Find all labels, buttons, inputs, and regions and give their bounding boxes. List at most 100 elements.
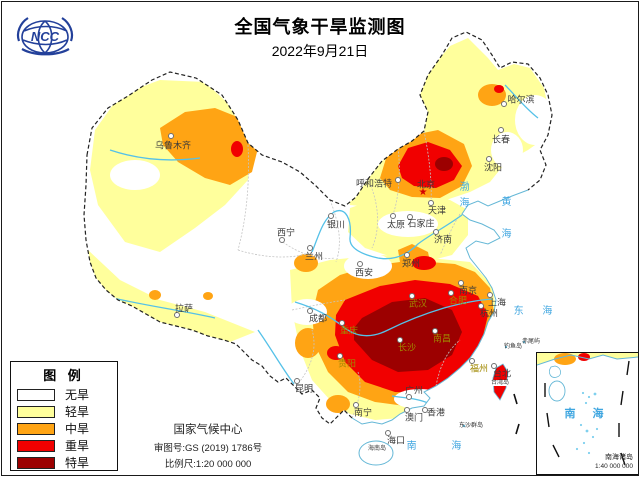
inset-caption: 南海诸岛 <box>605 454 633 461</box>
city-label: 重庆 <box>339 325 359 336</box>
legend-row: 轻旱 <box>17 405 117 419</box>
city-label: 武汉 <box>408 298 428 309</box>
legend-row: 特旱 <box>17 456 117 470</box>
city-marker <box>168 133 174 139</box>
legend-row: 无旱 <box>17 388 117 402</box>
city-label: 太原 <box>386 219 406 230</box>
city-label: 沈阳 <box>483 162 503 173</box>
city-marker <box>486 156 492 162</box>
city-marker <box>307 308 313 314</box>
city-marker <box>422 407 428 413</box>
city-marker <box>478 303 484 309</box>
city-label: 香港 <box>426 407 446 418</box>
city-marker <box>406 394 412 400</box>
city-label: 哈尔滨 <box>507 94 535 105</box>
sea-label: 南 海 <box>406 441 478 452</box>
legend-swatch-light <box>17 405 55 418</box>
city-marker <box>294 378 300 384</box>
legend-swatch-severe <box>17 439 55 452</box>
city-label: 南昌 <box>432 333 452 344</box>
city-marker <box>328 213 334 219</box>
inset-canvas <box>537 353 638 466</box>
city-label: 昆明 <box>294 383 314 394</box>
inset-sea-label: 南 海 <box>564 408 611 420</box>
city-marker <box>428 200 434 206</box>
city-marker <box>433 229 439 235</box>
city-label: 澳门 <box>404 412 424 423</box>
city-label: 成都 <box>308 313 328 324</box>
legend-swatch-extreme <box>17 456 55 469</box>
footer-scale: 比例尺:1:20 000 000 <box>164 459 252 470</box>
footer-block: 国家气候中心 审图号:GS (2019) 1786号 比例尺:1:20 000 … <box>118 421 298 470</box>
legend-label: 重旱 <box>65 439 90 453</box>
city-label: 合肥 <box>448 295 468 306</box>
legend-label: 轻旱 <box>65 405 90 419</box>
city-label: 长春 <box>491 134 511 145</box>
city-label: 乌鲁木齐 <box>154 140 192 151</box>
city-label: 广州 <box>404 385 424 396</box>
inset-islands <box>575 391 599 455</box>
city-label: 郑州 <box>401 258 421 269</box>
city-marker <box>432 328 438 334</box>
city-marker <box>353 402 359 408</box>
legend-label: 特旱 <box>65 456 90 470</box>
city-label: 南京 <box>458 285 478 296</box>
drought-regions <box>88 38 552 420</box>
hainan-island <box>358 440 394 466</box>
city-marker <box>458 280 464 286</box>
city-label: 北京 <box>416 179 436 190</box>
island-dots <box>462 340 526 428</box>
city-label: 济南 <box>433 234 453 245</box>
city-label: 台北 <box>492 368 512 379</box>
city-label: 海口 <box>386 435 406 446</box>
city-marker <box>404 407 410 413</box>
city-label: 西宁 <box>276 227 296 238</box>
island-label: 赤尾屿 <box>521 339 541 345</box>
legend-row: 重旱 <box>17 439 117 453</box>
page-title: 全国气象干旱监测图 <box>234 17 406 37</box>
city-label: 上海 <box>487 297 507 308</box>
legend-title: 图 例 <box>43 368 85 383</box>
south-china-sea-inset: 南 海 南海诸岛 1:40 000 000 <box>536 352 639 475</box>
city-marker <box>491 363 497 369</box>
national-border-south <box>83 154 353 425</box>
city-marker <box>469 358 475 364</box>
legend-label: 无旱 <box>65 388 90 402</box>
national-border-north <box>86 31 553 207</box>
legend-box: 图 例 无旱轻旱中旱重旱特旱 <box>10 361 118 471</box>
city-marker <box>390 213 396 219</box>
sea-label: 东 海 <box>513 306 561 317</box>
city-marker <box>501 101 507 107</box>
city-marker <box>279 237 285 243</box>
logo-text: NCC <box>31 29 60 44</box>
city-marker <box>448 290 454 296</box>
legend-rows: 无旱轻旱中旱重旱特旱 <box>11 388 117 470</box>
coastline <box>351 189 529 425</box>
boundary-dashes <box>513 393 520 435</box>
city-label: 贵阳 <box>337 358 357 369</box>
city-marker <box>307 245 313 251</box>
island-label: 台湾岛 <box>489 380 511 386</box>
city-label: 银川 <box>326 219 346 230</box>
sea-label: 黄海 <box>499 196 510 260</box>
ncc-logo: NCC <box>16 17 74 56</box>
city-label: 石家庄 <box>407 218 435 229</box>
province-borders <box>237 130 461 419</box>
city-marker <box>498 127 504 133</box>
city-marker <box>395 177 401 183</box>
city-marker <box>397 337 403 343</box>
city-label: 天津 <box>427 205 447 216</box>
island-label: 东沙群岛 <box>458 423 484 429</box>
city-marker <box>407 214 413 220</box>
city-label: 呼和浩特 <box>355 178 393 189</box>
city-marker <box>409 293 415 299</box>
city-marker <box>404 252 410 258</box>
city-label: 拉萨 <box>174 303 194 314</box>
legend-label: 中旱 <box>65 422 90 436</box>
island-label: 海南岛 <box>367 446 387 452</box>
footer-org: 国家气候中心 <box>173 424 243 436</box>
legend-swatch-none <box>17 388 55 401</box>
city-marker <box>337 353 343 359</box>
footer-approval: 审图号:GS (2019) 1786号 <box>153 443 263 454</box>
